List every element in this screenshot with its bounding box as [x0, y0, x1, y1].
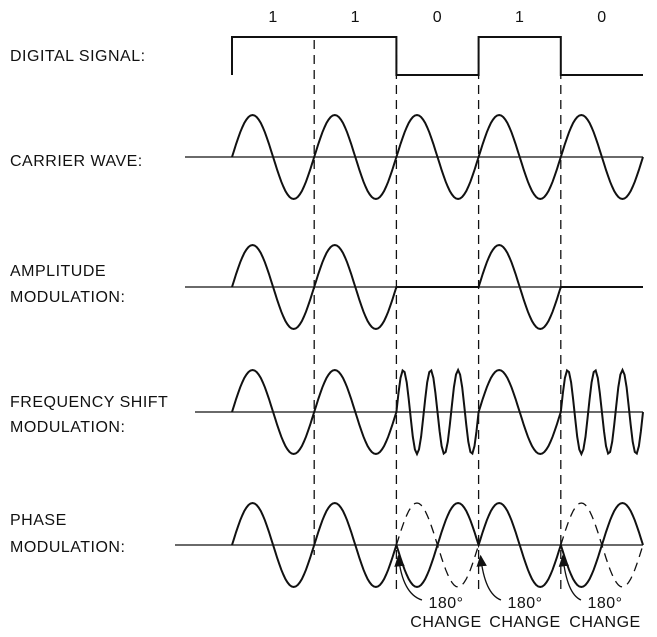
- row-label: DIGITAL SIGNAL:: [10, 48, 146, 65]
- annotation: CHANGE: [410, 614, 481, 631]
- row-label: FREQUENCY SHIFT: [10, 394, 168, 411]
- row-label: PHASE: [10, 512, 67, 529]
- annotation-arrow: [558, 554, 582, 601]
- annotation-arrow: [476, 554, 502, 601]
- annotation: 180°: [428, 595, 463, 612]
- digital-signal: [231, 36, 643, 76]
- row-label: MODULATION:: [10, 539, 125, 556]
- annotation: 180°: [587, 595, 622, 612]
- annotation: 180°: [507, 595, 542, 612]
- bit-label: 1: [351, 9, 360, 26]
- annotation: CHANGE: [569, 614, 640, 631]
- psk-reference: [395, 502, 480, 588]
- row-label: MODULATION:: [10, 289, 125, 306]
- am-wave: [231, 243, 643, 331]
- annotation: CHANGE: [489, 614, 560, 631]
- psk-reference: [560, 502, 644, 588]
- bit-label: 0: [433, 9, 442, 26]
- row-label: AMPLITUDE: [10, 263, 106, 280]
- annotation-arrow: [394, 554, 423, 601]
- bit-label: 1: [515, 9, 524, 26]
- bit-label: 0: [597, 9, 606, 26]
- carrier-wave: [231, 113, 644, 201]
- fsk-wave: [231, 367, 644, 457]
- bit-label: 1: [268, 9, 277, 26]
- row-label: CARRIER WAVE:: [10, 153, 143, 170]
- row-label: MODULATION:: [10, 419, 125, 436]
